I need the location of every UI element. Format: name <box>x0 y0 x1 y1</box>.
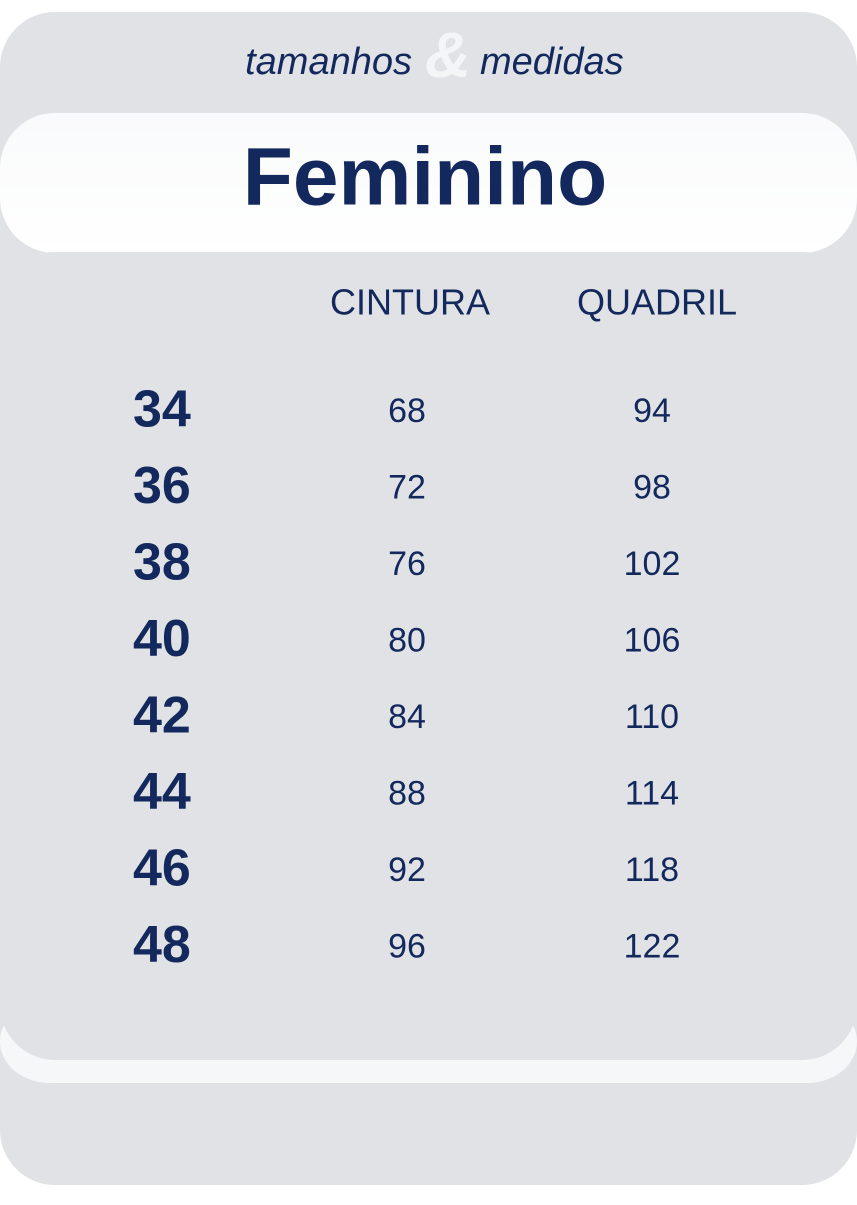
size-label: 42 <box>133 687 191 745</box>
size-label: 38 <box>133 534 191 592</box>
title: Feminino <box>243 132 607 223</box>
size-label: 36 <box>133 457 191 515</box>
title-band <box>0 113 857 253</box>
waist-value: 76 <box>388 545 426 583</box>
table-panel <box>0 252 857 1060</box>
waist-value: 84 <box>388 698 426 736</box>
table-body: 34 68 94 36 72 98 38 76 102 40 80 106 42 84 110 44 88 114… <box>133 381 680 975</box>
hip-value: 106 <box>624 621 681 659</box>
size-label: 40 <box>133 610 191 668</box>
hip-value: 98 <box>633 468 671 506</box>
hip-value: 110 <box>625 698 679 736</box>
column-header: CINTURA <box>330 282 490 323</box>
hip-value: 114 <box>625 774 679 812</box>
hip-value: 118 <box>625 851 679 889</box>
waist-value: 92 <box>388 851 426 889</box>
waist-value: 96 <box>388 927 426 965</box>
size-label: 48 <box>133 916 191 974</box>
waist-value: 88 <box>388 774 426 812</box>
waist-value: 72 <box>388 468 426 506</box>
column-header: QUADRIL <box>577 282 737 323</box>
hip-value: 122 <box>624 927 681 965</box>
header-right: medidas <box>480 41 624 83</box>
hip-value: 94 <box>633 392 671 430</box>
header-left: tamanhos <box>245 41 412 83</box>
header-ampersand: & <box>425 19 471 91</box>
size-label: 44 <box>133 763 191 821</box>
waist-value: 80 <box>388 621 426 659</box>
size-label: 46 <box>133 840 191 898</box>
hip-value: 102 <box>624 545 681 583</box>
size-label: 34 <box>133 381 191 439</box>
waist-value: 68 <box>388 392 426 430</box>
